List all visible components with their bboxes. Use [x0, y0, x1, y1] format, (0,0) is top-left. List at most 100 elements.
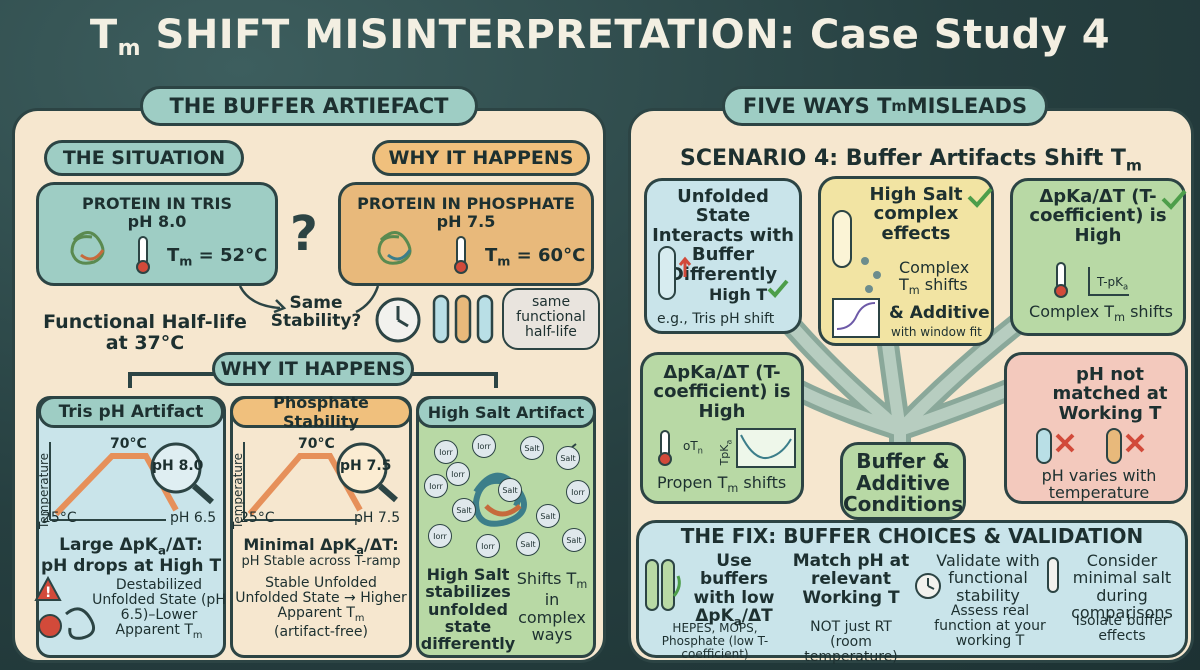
tris-x-start: 25°C	[42, 510, 77, 526]
same-half-life-bubble: same functional half-life	[502, 288, 600, 350]
situation-label: THE SITUATION	[44, 140, 244, 176]
phosphate-x-start: 25°C	[240, 510, 275, 526]
fix-box	[636, 520, 1188, 658]
dpka-left-icons	[658, 428, 796, 468]
phosphate-tm-value: Tm = 60°C	[485, 245, 586, 269]
fix-2-foot: NOT just RT (room temperature)	[804, 619, 898, 666]
phosphate-temperature-chart	[243, 442, 398, 521]
phosphate-box-line1: PROTEIN IN PHOSPHATE	[357, 194, 575, 213]
fix-item-3: Validate with functional stability Asses…	[912, 552, 1046, 656]
fix-title: THE FIX: BUFFER CHOICES & VALIDATION	[680, 524, 1144, 548]
tris-box-line1: PROTEIN IN TRIS	[81, 194, 233, 213]
unfolded-high-t: High T	[709, 285, 768, 304]
why-it-happens-mid-label: WHY IT HAPPENS	[212, 352, 414, 386]
salt-ion: Iorr	[424, 474, 448, 498]
dpka-top-axis: T-pKa	[1097, 275, 1129, 292]
tris-temperature-chart	[49, 442, 214, 521]
tris-caption: Large ΔpKa/ΔT: pH drops at High T	[40, 535, 222, 577]
ph-card-icons	[1036, 428, 1145, 464]
salt-ion: Salt	[562, 528, 586, 552]
tris-peak-label: 70°C	[110, 436, 147, 452]
fix-item-2: Match pH at relevant Working T NOT just …	[792, 551, 910, 665]
unfolded-text: Unfolded State Interacts with Buffer Dif…	[652, 186, 794, 285]
tubes-icon	[645, 559, 681, 611]
clock-icon	[375, 297, 421, 343]
test-tubes-icon	[432, 294, 494, 344]
phosphate-caption2: pH Stable across T-ramp	[241, 554, 401, 569]
salt-ion: Iorr	[446, 462, 470, 486]
dpka-left-propen: Propen Tm shifts	[657, 473, 787, 496]
tree-branches	[767, 269, 1059, 531]
salt-ion: Salt	[498, 478, 522, 502]
salt-ion: Salt	[520, 436, 544, 460]
scenario-title: SCENARIO 4: Buffer Artifacts Shift Tm	[680, 146, 1142, 175]
page-title: Tm SHIFT MISINTERPRETATION: Case Study 4	[89, 12, 1111, 61]
question-mark: ?	[290, 206, 318, 262]
phosphate-protein-illustration	[377, 231, 468, 274]
phosphate-caption: Minimal ΔpKa/ΔT:	[243, 535, 399, 558]
ph-not-matched-card: pH not matched at Working T pH varies wi…	[1004, 352, 1188, 504]
phosphate-box-line2: pH 7.5	[436, 212, 496, 232]
buffer-artifact-header: THE BUFFER ARTIEFACT	[140, 86, 478, 126]
salt-ion-layer: Iorr Iorr Salt Salt Iorr Salt Iorr Iorr Salt Iorr…	[416, 432, 596, 562]
fix-2-head: Match pH at relevant Working T	[792, 551, 910, 608]
salt-caption2: Shifts Tm in complex ways	[516, 569, 588, 644]
fix-4-head: Consider minimal salt during comparisons	[1071, 551, 1173, 622]
phosphate-x-end: pH 7.5	[354, 510, 401, 526]
phosphate-protein-box: PROTEIN IN PHOSPHATE pH 7.5 Tm = 60°C	[338, 182, 594, 286]
fix-3-foot: Assess real function at your working T	[934, 603, 1046, 650]
unfolded-state-card: Unfolded State Interacts with Buffer Dif…	[644, 178, 802, 334]
half-life-label: Functional Half-life at 37°C	[43, 311, 247, 354]
unfolded-icons	[658, 246, 789, 300]
fix-item-4: Consider minimal salt during comparisons…	[1046, 552, 1184, 656]
ph-not-matched-text: pH not matched at Working T	[1052, 364, 1168, 424]
phosphate-stability-label: Phosphate Stability	[230, 393, 412, 431]
svg-text:!: !	[45, 585, 51, 601]
dpka-top-card: ΔpKa/ΔT (T-coefficient) is High T-pKa Co…	[1010, 178, 1187, 336]
tris-detail: Destabilized Unfolded State (pH 6.5)–Low…	[92, 577, 226, 642]
salt-ion: Iorr	[434, 440, 458, 464]
connector-arrows	[238, 285, 380, 314]
tris-lens-label: pH 8.0	[152, 458, 204, 474]
salt-caption: High Salt stabilizes unfolded state diff…	[420, 565, 516, 654]
salt-ion: Salt	[556, 446, 580, 470]
tris-protein-illustration	[70, 231, 150, 274]
dpka-top-text: ΔpKa/ΔT (T-coefficient) is High	[1029, 186, 1167, 246]
phosphate-peak-label: 70°C	[298, 436, 335, 452]
warning-icon: !	[34, 575, 96, 640]
phosphate-detail: Stable Unfolded Unfolded State → Higher …	[235, 575, 407, 640]
salt-effects-card: High Salt complex effects Complex Tm shi…	[818, 176, 994, 346]
dpka-top-icons	[1054, 189, 1187, 298]
salt-effects-text: High Salt complex effects	[869, 184, 963, 244]
fix-4-foot: Isolate buffer effects	[1075, 613, 1169, 645]
salt-ion: Iorr	[566, 480, 590, 504]
dpka-left-small1: oTn	[683, 439, 703, 456]
salt-window-fit: with window fit	[891, 325, 982, 339]
salt-ion: Iorr	[472, 434, 496, 458]
fix-3-head: Validate with functional stability	[936, 551, 1040, 605]
tris-tm-value: Tm = 52°C	[167, 245, 268, 269]
same-stability-label: Same Stability?	[270, 293, 362, 332]
phosphate-column	[230, 396, 412, 658]
fix-item-1: Use buffers with low ΔpKa/ΔT HEPES, MOPS…	[640, 551, 790, 660]
salt-card-icons	[832, 187, 993, 338]
phosphate-lens-label: pH 7.5	[340, 458, 392, 474]
high-salt-label: High Salt Artifact	[416, 396, 596, 428]
salt-ion: Salt	[452, 498, 476, 522]
tube-small-icon	[1047, 557, 1059, 593]
salt-complex-shifts: Complex Tm shifts	[899, 258, 970, 298]
salt-ion: Salt	[536, 504, 560, 528]
salt-ion: Salt	[516, 532, 540, 556]
unfolded-eg: e.g., Tris pH shift	[657, 311, 775, 327]
fix-1-head: Use buffers with low ΔpKa/ΔT	[693, 551, 775, 629]
salt-ion: Iorr	[476, 534, 500, 558]
salt-ion: Iorr	[428, 524, 452, 548]
dpka-left-text: ΔpKa/ΔT (T-coefficient) is High	[653, 362, 791, 422]
tris-artifact-label: Tris pH Artifact	[38, 396, 224, 428]
clock-small-icon	[915, 573, 941, 599]
ph-caption: pH varies with temperature	[1041, 466, 1157, 503]
dpka-left-card: ΔpKa/ΔT (T-coefficient) is High oTn TpKa…	[640, 352, 804, 504]
fix-1-foot: HEPES, MOPS, Phosphate (low T-coefficien…	[661, 621, 769, 661]
tris-box-line2: pH 8.0	[127, 212, 187, 232]
